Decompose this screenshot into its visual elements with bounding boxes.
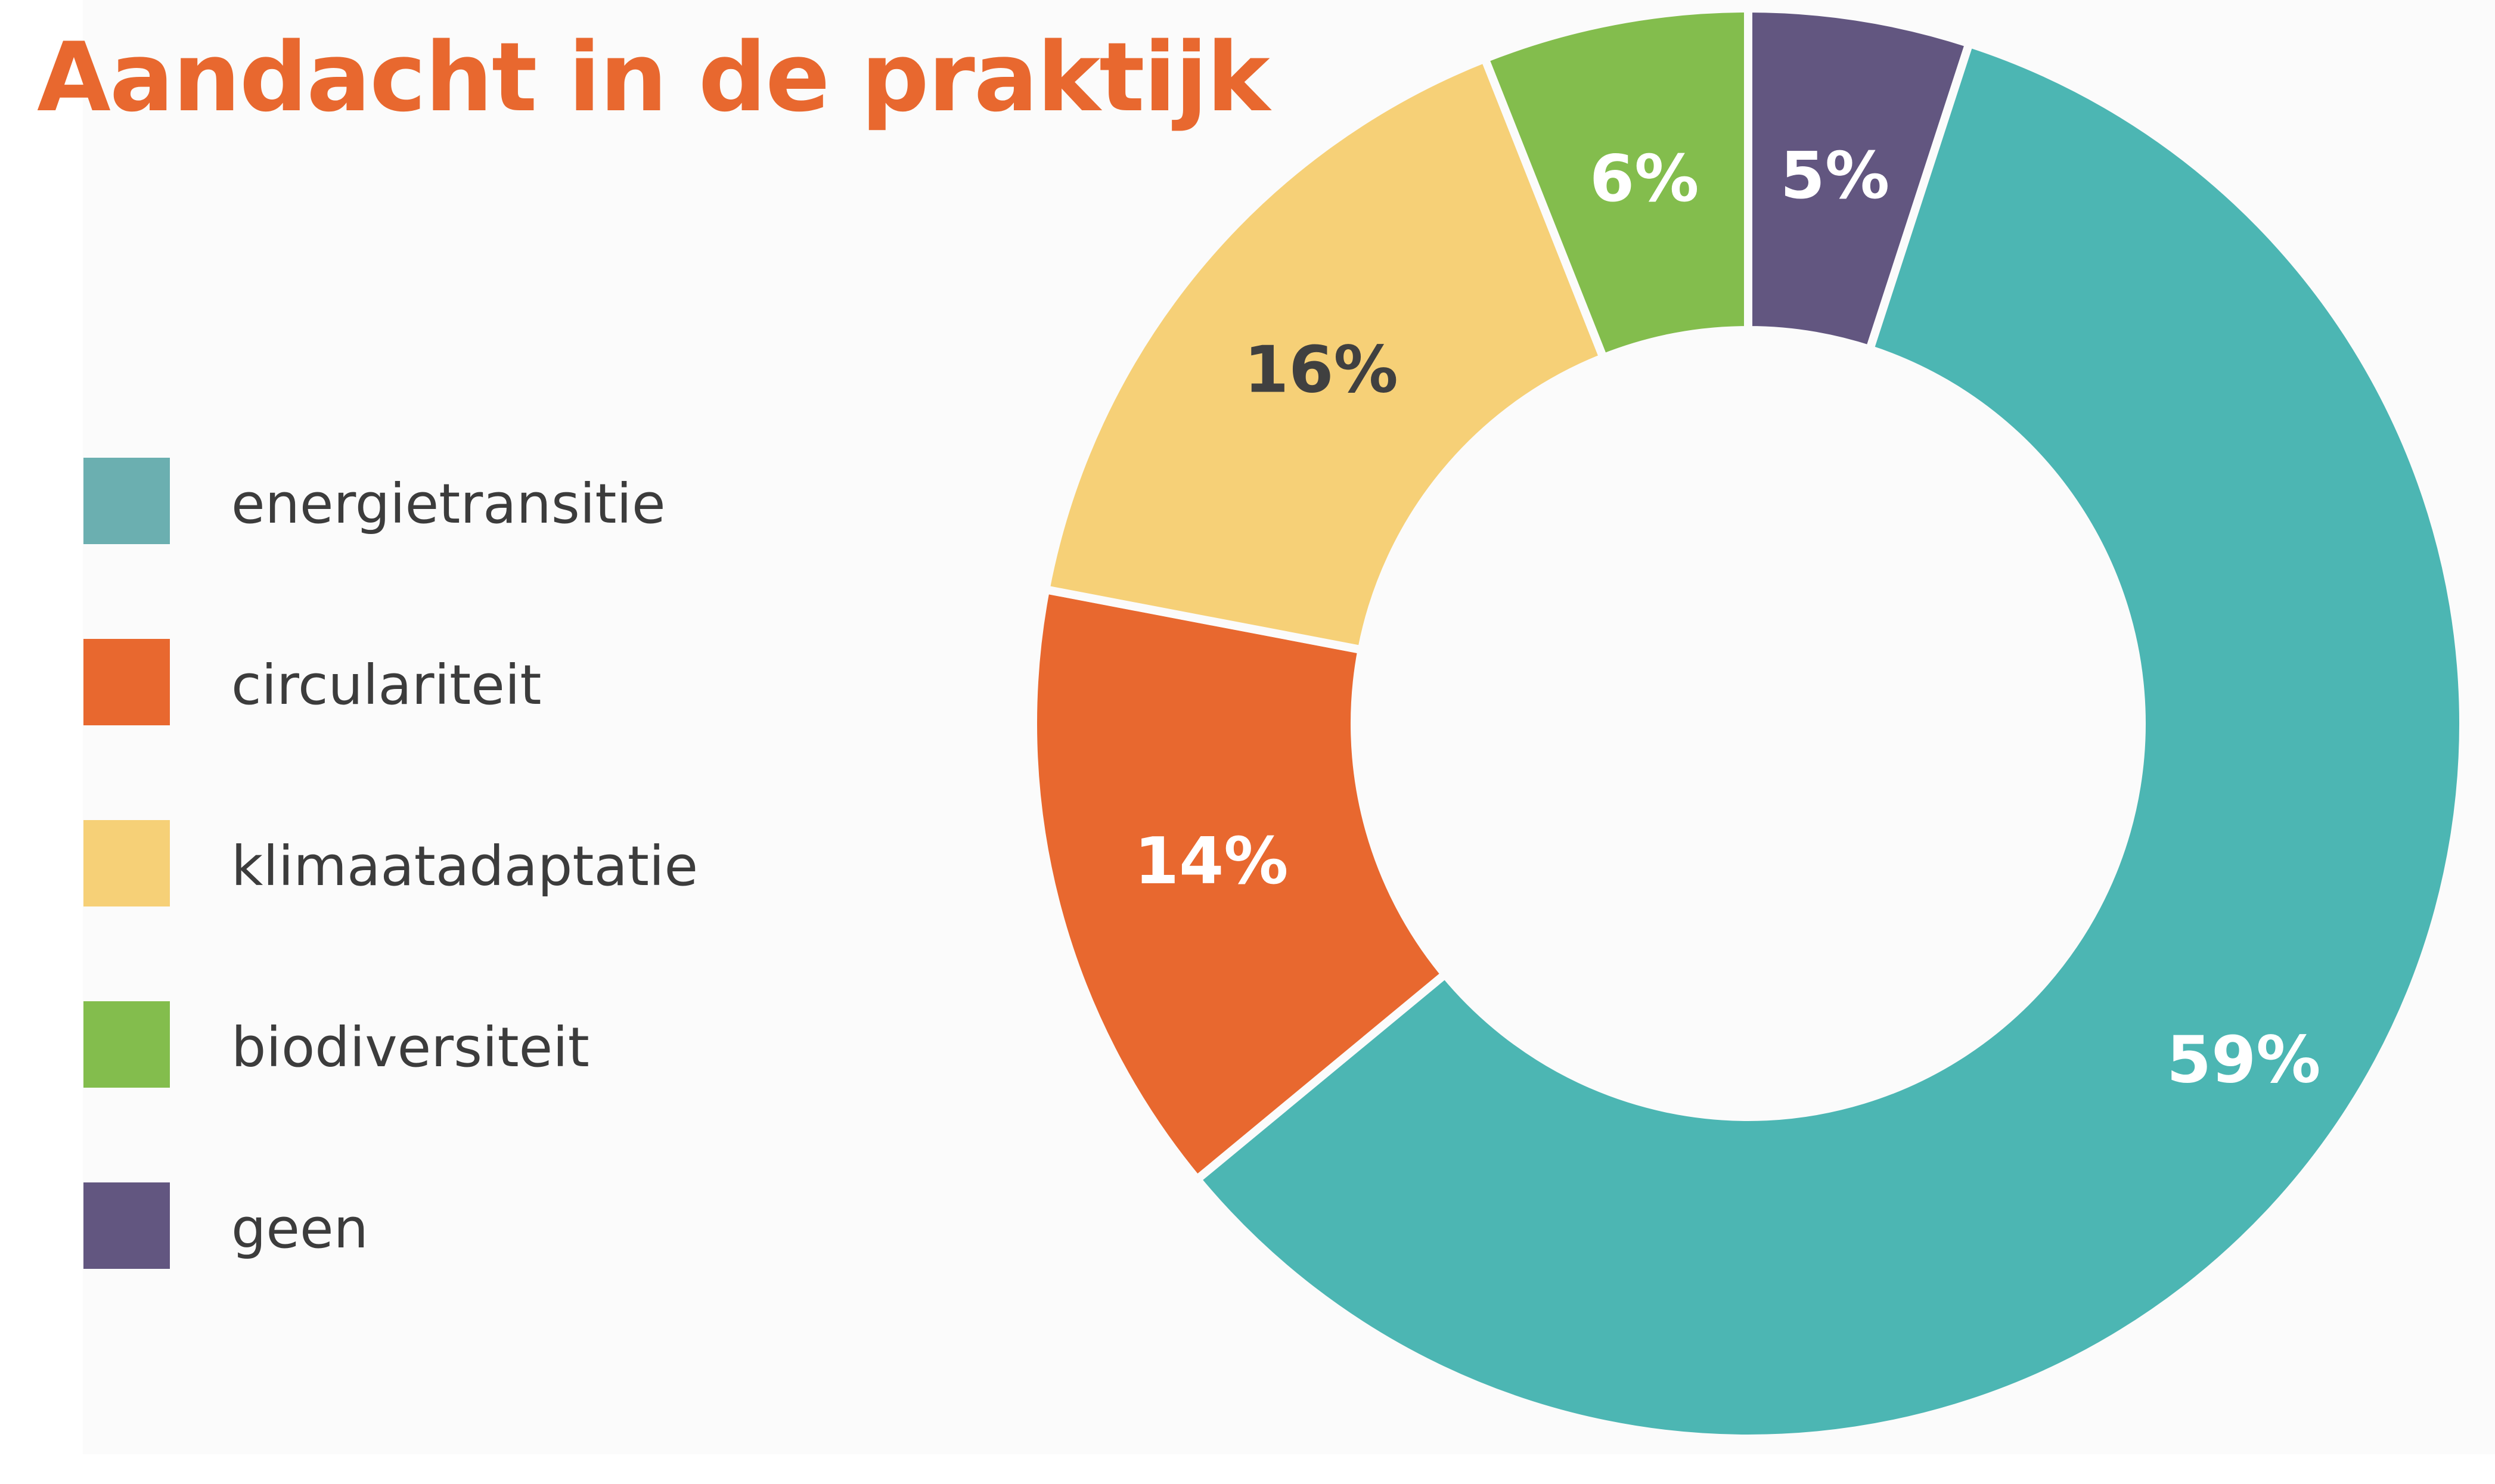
legend-swatch-klimaatadaptatie	[83, 820, 170, 906]
legend-label-biodiversiteit: biodiversiteit	[231, 1016, 589, 1079]
legend-label-circulariteit: circulariteit	[231, 653, 542, 717]
legend-label-klimaatadaptatie: klimaatadaptatie	[231, 834, 699, 898]
legend-item-geen: geen	[83, 1182, 799, 1269]
donut-slice-labels: 5% 59% 14% 16% 6%	[1134, 139, 2321, 1097]
legend-item-klimaatadaptatie: klimaatadaptatie	[83, 820, 799, 906]
chart-title: Aandacht in de praktijk	[37, 21, 1270, 133]
slice-label-geen: 5%	[1780, 139, 1889, 213]
slice-label-circulariteit: 14%	[1134, 824, 1289, 899]
legend-swatch-circulariteit	[83, 639, 170, 725]
slice-circulariteit	[1029, 584, 1451, 1185]
slice-label-biodiversiteit: 6%	[1590, 142, 1699, 216]
legend-label-geen: geen	[231, 1197, 368, 1261]
legend-label-energietransitie: energietransitie	[231, 472, 666, 536]
slice-biodiversiteit	[1479, 4, 1752, 364]
legend-swatch-biodiversiteit	[83, 1001, 170, 1088]
legend-swatch-energietransitie	[83, 458, 170, 544]
legend-item-circulariteit: circulariteit	[83, 639, 799, 725]
slice-label-energietransitie: 59%	[2167, 1023, 2321, 1097]
slice-label-klimaatadaptatie: 16%	[1244, 333, 1398, 408]
donut-slices	[1029, 4, 2468, 1443]
slice-klimaatadaptatie	[1041, 53, 1609, 655]
legend-item-energietransitie: energietransitie	[83, 458, 799, 544]
legend-item-biodiversiteit: biodiversiteit	[83, 1001, 799, 1088]
slice-energietransitie	[1191, 38, 2468, 1443]
legend-swatch-geen	[83, 1182, 170, 1269]
